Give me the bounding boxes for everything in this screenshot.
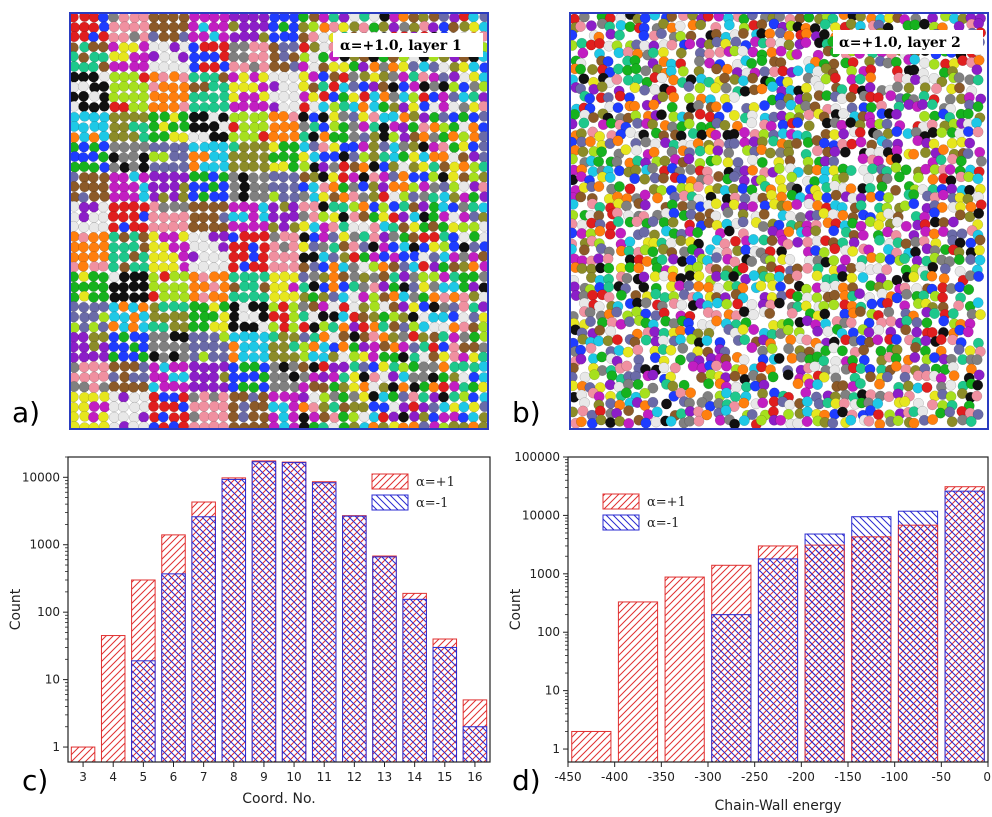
x-axis-title: Chain-Wall energy [714,798,841,814]
panel-letter-b: b) [512,396,541,429]
y-tick-label: 1 [552,742,560,756]
y-tick-label: 10 [45,673,60,687]
legend-label: α=+1 [416,475,455,490]
x-tick-label: 11 [317,770,332,784]
x-tick-label: -350 [648,770,675,784]
bar-alpha-minus [251,461,277,763]
x-tick-label: -100 [881,770,908,784]
legend-swatch [602,493,640,510]
bar-alpha-plus [617,601,659,763]
bar-alpha-minus [944,490,985,763]
x-tick-label: 9 [260,770,268,784]
legend-swatch [371,494,409,511]
legend-label: α=-1 [416,496,448,511]
plot-frame [67,456,491,763]
chain-wall-energy-histogram: -450 -400 -350 -300 -250 -200 -150 -100 -50 0 1 10 1… [508,450,991,814]
x-tick-label: 8 [230,770,238,784]
plot-frame [567,456,989,763]
snapshot-panel-b: α=+1.0, layer 2 [569,12,989,430]
x-tick-label: -450 [554,770,581,784]
bar-alpha-minus [342,515,367,763]
y-tick-label: 100 [537,625,560,639]
legend-label: α=+1 [647,495,686,510]
snapshot-panel-a: α=+1.0, layer 1 [69,12,489,430]
snapshot-border-a [69,12,489,430]
x-tick-label: 7 [200,770,208,784]
legend-label: α=-1 [647,516,679,531]
bar-alpha-minus [281,462,307,763]
x-tick-label: 0 [983,770,991,784]
y-tick-label: 10000 [22,470,60,484]
y-tick-label: 100 [37,605,60,619]
y-tick-label: 1000 [529,567,560,581]
x-tick-label: -200 [788,770,815,784]
y-axis-title: Count [8,588,24,630]
annotation-box-a [333,33,483,57]
panel-letter-a: a) [12,396,40,429]
x-tick-label: -150 [834,770,861,784]
bar-alpha-plus [100,635,126,763]
bar-alpha-minus [161,573,186,763]
x-tick-label: 14 [407,770,422,784]
bar-alpha-plus [571,730,612,763]
bar-alpha-plus [70,746,96,763]
bar-alpha-minus [402,598,427,763]
snapshot-annotation-a: α=+1.0, layer 1 [340,38,462,54]
x-tick-label: 10 [286,770,301,784]
snapshot-border-b [569,12,989,430]
bar-alpha-minus [221,478,247,763]
x-tick-label: -250 [741,770,768,784]
bar-overlap-hatch [805,545,845,762]
y-tick-label: 100000 [514,450,560,464]
y-axis-title: Count [508,588,524,630]
bar-alpha-minus [191,516,216,763]
coordination-number-histogram: 3 4 5 6 7 8 9 10 11 12 13 14 15 16 1 10 100 1000 10000 Coor… [8,456,491,807]
x-tick-label: 16 [467,770,482,784]
x-tick-label: 12 [347,770,362,784]
bar-alpha-minus [372,556,397,763]
bar-alpha-minus [462,726,488,763]
bar-alpha-minus [711,614,752,763]
x-tick-label: 4 [109,770,117,784]
x-tick-label: 6 [170,770,178,784]
snapshot-annotation-b: α=+1.0, layer 2 [839,35,961,51]
bar-alpha-plus [664,576,705,763]
annotation-box-b [833,30,983,54]
y-tick-label: 10000 [522,508,560,522]
x-tick-label: -300 [694,770,721,784]
legend-swatch [602,514,640,531]
x-axis-title: Coord. No. [242,791,315,807]
x-tick-label: -400 [601,770,628,784]
x-tick-label: 15 [437,770,452,784]
y-tick-label: 1000 [29,538,60,552]
bar-overlap-hatch [851,536,891,762]
bar-alpha-minus [757,558,799,763]
bar-alpha-minus [311,482,337,763]
x-tick-label: 5 [140,770,148,784]
bar-overlap-hatch [898,525,938,762]
panel-letter-c: c) [22,764,48,797]
x-tick-label: 3 [79,770,87,784]
bar-alpha-minus [131,660,156,763]
legend-swatch [371,473,409,490]
y-tick-label: 1 [52,740,60,754]
y-tick-label: 10 [545,684,560,698]
bar-alpha-minus [432,646,458,763]
x-tick-label: -50 [932,770,952,784]
x-tick-label: 13 [377,770,392,784]
panel-letter-d: d) [512,764,541,797]
bead-layer-b [570,13,987,429]
